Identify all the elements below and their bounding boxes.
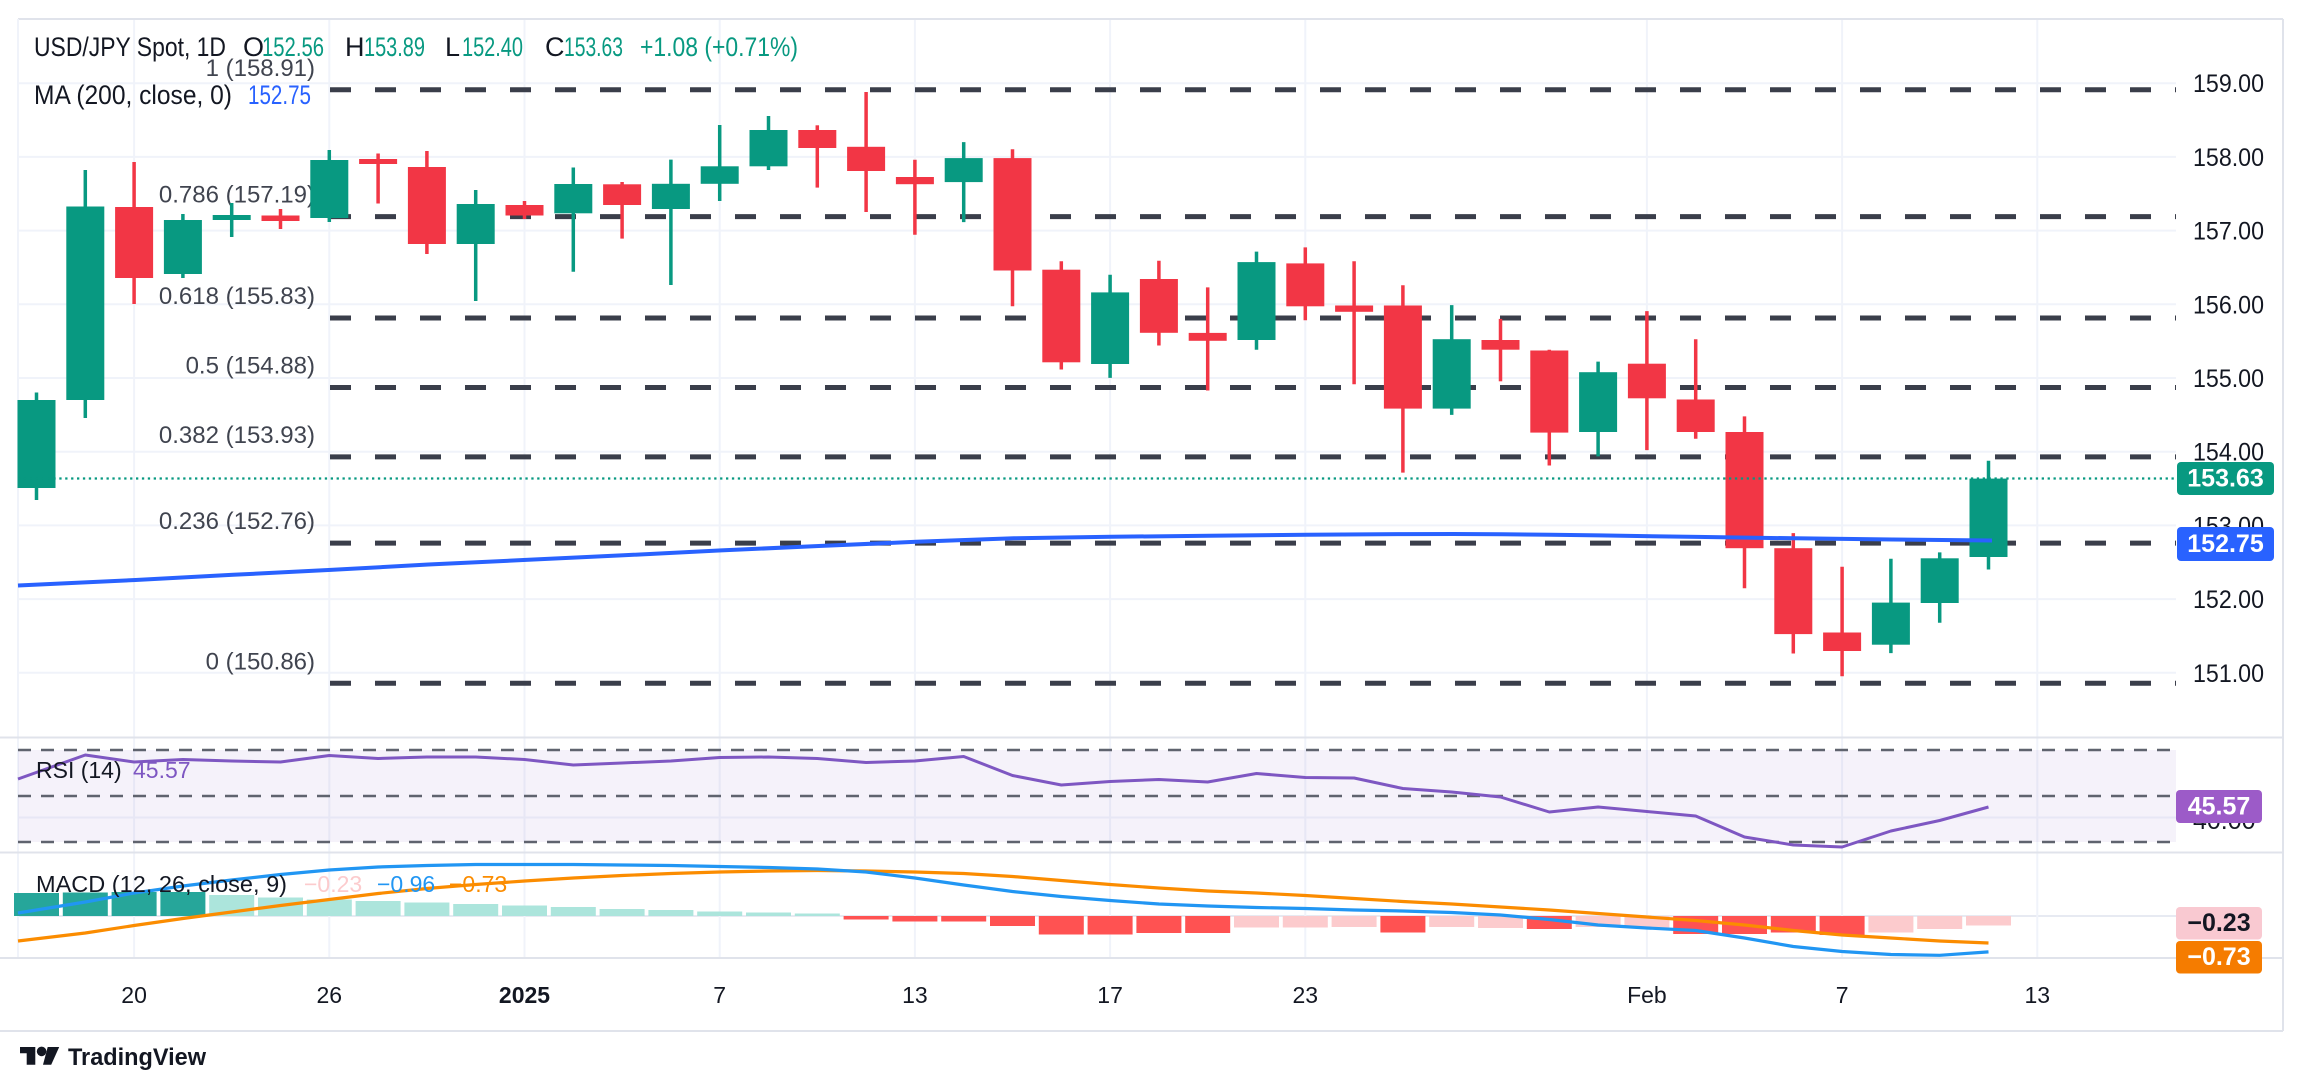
svg-text:158.00: 158.00 [2193, 144, 2264, 172]
svg-text:1 (158.91): 1 (158.91) [206, 55, 315, 82]
svg-text:0.5 (154.88): 0.5 (154.88) [186, 353, 315, 380]
svg-text:−0.23: −0.23 [2187, 909, 2250, 937]
svg-text:156.00: 156.00 [2193, 291, 2264, 319]
svg-text:152.56: 152.56 [262, 32, 324, 62]
svg-text:−0.23: −0.23 [304, 871, 362, 897]
svg-text:13: 13 [902, 982, 928, 1008]
svg-text:−0.96: −0.96 [377, 871, 435, 897]
svg-text:153.89: 153.89 [364, 32, 425, 62]
svg-text:152.75: 152.75 [2187, 530, 2264, 558]
svg-text:13: 13 [2025, 982, 2051, 1008]
svg-text:0.236 (152.76): 0.236 (152.76) [159, 508, 315, 535]
svg-text:0 (150.86): 0 (150.86) [206, 648, 315, 675]
svg-text:TradingView: TradingView [68, 1044, 206, 1071]
svg-text:20: 20 [121, 982, 147, 1008]
svg-text:45.57: 45.57 [2188, 793, 2251, 821]
svg-text:45.57: 45.57 [133, 757, 191, 783]
svg-text:+1.08 (+0.71%): +1.08 (+0.71%) [640, 32, 798, 62]
svg-text:H: H [345, 32, 365, 62]
svg-text:0.382 (153.93): 0.382 (153.93) [159, 422, 315, 449]
svg-text:MA (200, close, 0): MA (200, close, 0) [34, 80, 232, 110]
svg-text:RSI (14): RSI (14) [36, 757, 122, 783]
svg-text:26: 26 [317, 982, 343, 1008]
svg-text:−0.73: −0.73 [2187, 943, 2250, 971]
svg-text:7: 7 [713, 982, 726, 1008]
svg-text:O: O [243, 32, 264, 62]
svg-text:0.786 (157.19): 0.786 (157.19) [159, 182, 315, 209]
svg-text:159.00: 159.00 [2193, 70, 2264, 98]
svg-text:USD/JPY Spot, 1D: USD/JPY Spot, 1D [34, 32, 226, 62]
svg-text:MACD (12, 26, close, 9): MACD (12, 26, close, 9) [36, 871, 287, 897]
svg-text:7: 7 [1836, 982, 1849, 1008]
svg-text:Feb: Feb [1627, 982, 1667, 1008]
svg-text:155.00: 155.00 [2193, 365, 2264, 393]
svg-text:0.618 (155.83): 0.618 (155.83) [159, 283, 315, 310]
svg-text:C: C [545, 32, 565, 62]
svg-text:23: 23 [1293, 982, 1319, 1008]
svg-text:153.63: 153.63 [564, 32, 623, 62]
svg-text:152.00: 152.00 [2193, 586, 2264, 614]
svg-text:157.00: 157.00 [2193, 218, 2264, 246]
svg-text:151.00: 151.00 [2193, 660, 2264, 688]
svg-text:153.63: 153.63 [2187, 465, 2263, 493]
svg-text:17: 17 [1097, 982, 1123, 1008]
svg-text:152.40: 152.40 [462, 32, 523, 62]
svg-text:2025: 2025 [499, 982, 550, 1008]
svg-text:152.75: 152.75 [248, 80, 311, 110]
svg-text:−0.73: −0.73 [449, 871, 507, 897]
svg-text:L: L [445, 32, 460, 62]
